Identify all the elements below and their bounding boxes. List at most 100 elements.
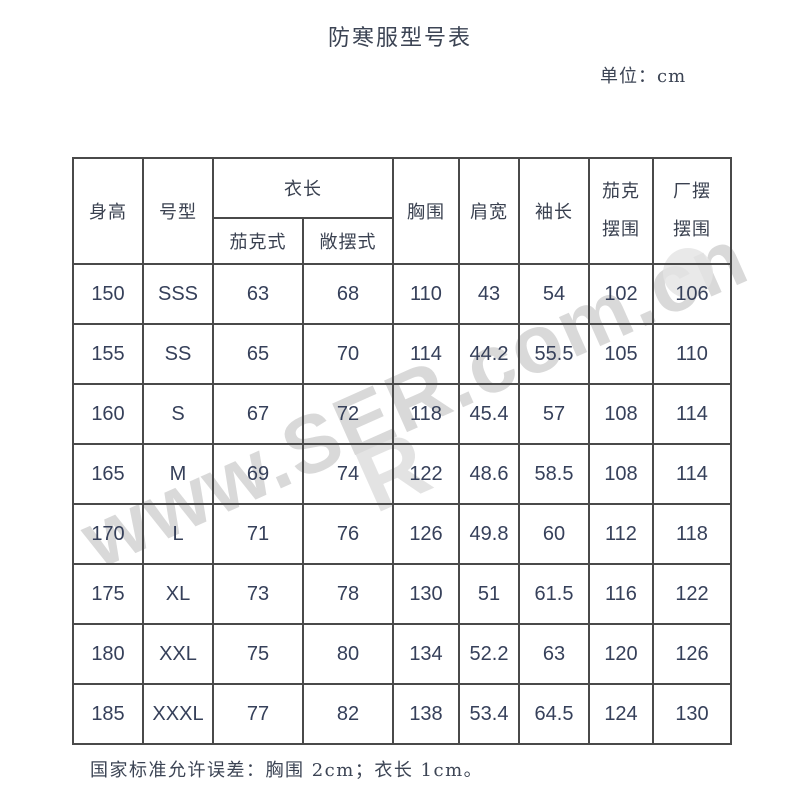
- header-jacket-hem: 茄克 摆围: [588, 157, 654, 265]
- table-header: 身高 号型 衣长 胸围 肩宽 袖长 茄克 摆围 厂摆 摆围 茄克式 敞摆式: [72, 157, 732, 265]
- table-cell: 73: [212, 563, 304, 625]
- table-cell: 180: [72, 623, 144, 685]
- table-cell: 63: [518, 623, 590, 685]
- table-cell: 170: [72, 503, 144, 565]
- header-jacket-hem-line1: 茄克: [602, 181, 640, 202]
- table-cell: 122: [652, 563, 732, 625]
- table-cell: 63: [212, 263, 304, 325]
- table-cell: 70: [302, 323, 394, 385]
- table-cell: 165: [72, 443, 144, 505]
- table-cell: S: [142, 383, 214, 445]
- table-cell: 126: [652, 623, 732, 685]
- table-cell: 57: [518, 383, 590, 445]
- table-cell: 124: [588, 683, 654, 745]
- table-cell: 69: [212, 443, 304, 505]
- table-cell: XXL: [142, 623, 214, 685]
- table-row: 175 XL 73 78 130 51 61.5 116 122: [72, 563, 732, 625]
- header-open-hem-line1: 厂摆: [673, 181, 711, 202]
- table-cell: 120: [588, 623, 654, 685]
- header-jacket-style: 茄克式: [212, 217, 304, 265]
- table-cell: 49.8: [458, 503, 520, 565]
- unit-note: 单位：cm: [600, 66, 687, 87]
- table-cell: 108: [588, 383, 654, 445]
- table-cell: 126: [392, 503, 460, 565]
- table-cell: 114: [392, 323, 460, 385]
- table-cell: 55.5: [518, 323, 590, 385]
- table-cell: XL: [142, 563, 214, 625]
- table-cell: 76: [302, 503, 394, 565]
- table-cell: 175: [72, 563, 144, 625]
- table-row: 170 L 71 76 126 49.8 60 112 118: [72, 503, 732, 565]
- table-cell: M: [142, 443, 214, 505]
- table-cell: 130: [652, 683, 732, 745]
- table-cell: 102: [588, 263, 654, 325]
- table-cell: 48.6: [458, 443, 520, 505]
- footnote: 国家标准允许误差：胸围 2cm；衣长 1cm。: [90, 760, 484, 781]
- header-open-hem-line2: 摆围: [673, 219, 711, 240]
- table-cell: 82: [302, 683, 394, 745]
- header-chest: 胸围: [392, 157, 460, 265]
- header-garment-length: 衣长: [212, 157, 394, 219]
- table-cell: 114: [652, 383, 732, 445]
- table-cell: 106: [652, 263, 732, 325]
- table-body: 150 SSS 63 68 110 43 54 102 106 155 SS 65 70 114 44.2 5…: [72, 263, 732, 745]
- table-cell: 150: [72, 263, 144, 325]
- table-cell: 75: [212, 623, 304, 685]
- table-cell: 160: [72, 383, 144, 445]
- table-cell: 45.4: [458, 383, 520, 445]
- table-cell: 64.5: [518, 683, 590, 745]
- header-row-2: 茄克式 敞摆式: [73, 217, 731, 265]
- table-cell: 54: [518, 263, 590, 325]
- table-cell: 185: [72, 683, 144, 745]
- table-cell: 118: [392, 383, 460, 445]
- table-row: 155 SS 65 70 114 44.2 55.5 105 110: [72, 323, 732, 385]
- table-cell: 52.2: [458, 623, 520, 685]
- table-cell: 77: [212, 683, 304, 745]
- header-row-1: 身高 号型 衣长 胸围 肩宽 袖长 茄克 摆围 厂摆 摆围: [72, 157, 732, 265]
- table-cell: 130: [392, 563, 460, 625]
- table-cell: 58.5: [518, 443, 590, 505]
- table-cell: 44.2: [458, 323, 520, 385]
- table-cell: 60: [518, 503, 590, 565]
- size-chart-table: 身高 号型 衣长 胸围 肩宽 袖长 茄克 摆围 厂摆 摆围 茄克式 敞摆式: [72, 157, 732, 745]
- header-shoulder: 肩宽: [458, 157, 520, 265]
- table-cell: L: [142, 503, 214, 565]
- table-cell: 43: [458, 263, 520, 325]
- table-cell: 116: [588, 563, 654, 625]
- table-cell: 110: [392, 263, 460, 325]
- table-cell: 61.5: [518, 563, 590, 625]
- table-cell: 105: [588, 323, 654, 385]
- table-cell: 110: [652, 323, 732, 385]
- header-open-hem: 厂摆 摆围: [652, 157, 732, 265]
- table-cell: SS: [142, 323, 214, 385]
- table-cell: XXXL: [142, 683, 214, 745]
- table-row: 160 S 67 72 118 45.4 57 108 114: [72, 383, 732, 445]
- table-cell: 74: [302, 443, 394, 505]
- table-cell: 78: [302, 563, 394, 625]
- table-cell: 118: [652, 503, 732, 565]
- header-open-hem-style: 敞摆式: [302, 217, 394, 265]
- table-cell: 72: [302, 383, 394, 445]
- table-cell: 112: [588, 503, 654, 565]
- table-cell: 67: [212, 383, 304, 445]
- table-cell: 71: [212, 503, 304, 565]
- table-cell: SSS: [142, 263, 214, 325]
- table-cell: 114: [652, 443, 732, 505]
- header-jacket-hem-line2: 摆围: [602, 219, 640, 240]
- table-cell: 155: [72, 323, 144, 385]
- table-cell: 65: [212, 323, 304, 385]
- table-cell: 134: [392, 623, 460, 685]
- table-cell: 122: [392, 443, 460, 505]
- table-row: 180 XXL 75 80 134 52.2 63 120 126: [72, 623, 732, 685]
- document-title: 防寒服型号表: [327, 26, 472, 51]
- table-cell: 80: [302, 623, 394, 685]
- table-row: 165 M 69 74 122 48.6 58.5 108 114: [72, 443, 732, 505]
- header-sleeve: 袖长: [518, 157, 590, 265]
- table-row: 185 XXXL 77 82 138 53.4 64.5 124 130: [72, 683, 732, 745]
- table-cell: 108: [588, 443, 654, 505]
- table-cell: 138: [392, 683, 460, 745]
- table-row: 150 SSS 63 68 110 43 54 102 106: [72, 263, 732, 325]
- header-model: 号型: [142, 157, 214, 265]
- table-cell: 53.4: [458, 683, 520, 745]
